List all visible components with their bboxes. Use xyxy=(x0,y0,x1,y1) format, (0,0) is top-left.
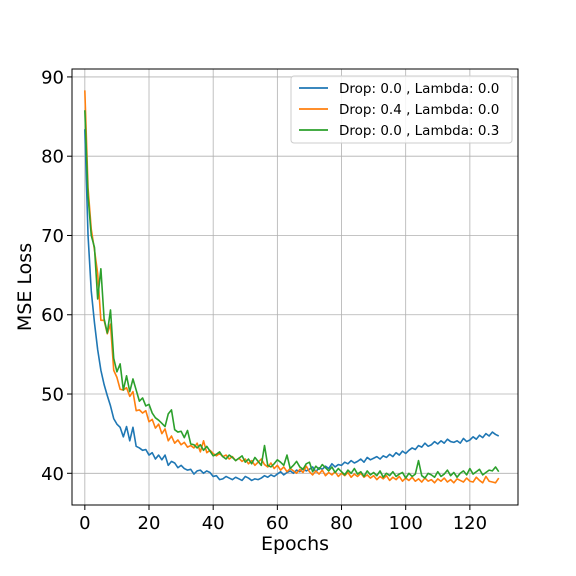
y-axis-title: MSE Loss xyxy=(14,243,36,331)
x-tick-label: 80 xyxy=(330,513,353,534)
x-tick-label: 60 xyxy=(266,513,289,534)
legend-label-2: Drop: 0.4 , Lambda: 0.0 xyxy=(339,102,499,118)
x-tick-label: 0 xyxy=(79,513,90,534)
series-line-3 xyxy=(84,110,500,479)
series-line-2 xyxy=(84,90,500,484)
x-axis-title: Epochs xyxy=(261,533,329,555)
series-line-1 xyxy=(84,129,500,482)
series-lines xyxy=(84,90,500,484)
y-tick-label: 50 xyxy=(41,385,64,406)
x-tick-label: 100 xyxy=(389,513,423,534)
legend-label-3: Drop: 0.0 , Lambda: 0.3 xyxy=(339,123,499,139)
plot-frame xyxy=(71,68,519,506)
y-tick-label: 40 xyxy=(41,464,64,485)
x-tick-label: 120 xyxy=(453,513,487,534)
legend-label-1: Drop: 0.0 , Lambda: 0.0 xyxy=(339,81,499,97)
y-tick-label: 60 xyxy=(41,305,64,326)
axis-ticks: 0 20 40 60 80 100 120 40 50 60 70 80 90 xyxy=(41,67,487,534)
legend: Drop: 0.0 , Lambda: 0.0 Drop: 0.4 , Lambd… xyxy=(290,75,513,144)
y-tick-label: 90 xyxy=(41,67,64,88)
legend-box xyxy=(290,75,513,144)
y-tick-label: 70 xyxy=(41,226,64,247)
x-tick-label: 20 xyxy=(138,513,161,534)
x-tick-label: 40 xyxy=(202,513,225,534)
y-tick-label: 80 xyxy=(41,147,64,168)
